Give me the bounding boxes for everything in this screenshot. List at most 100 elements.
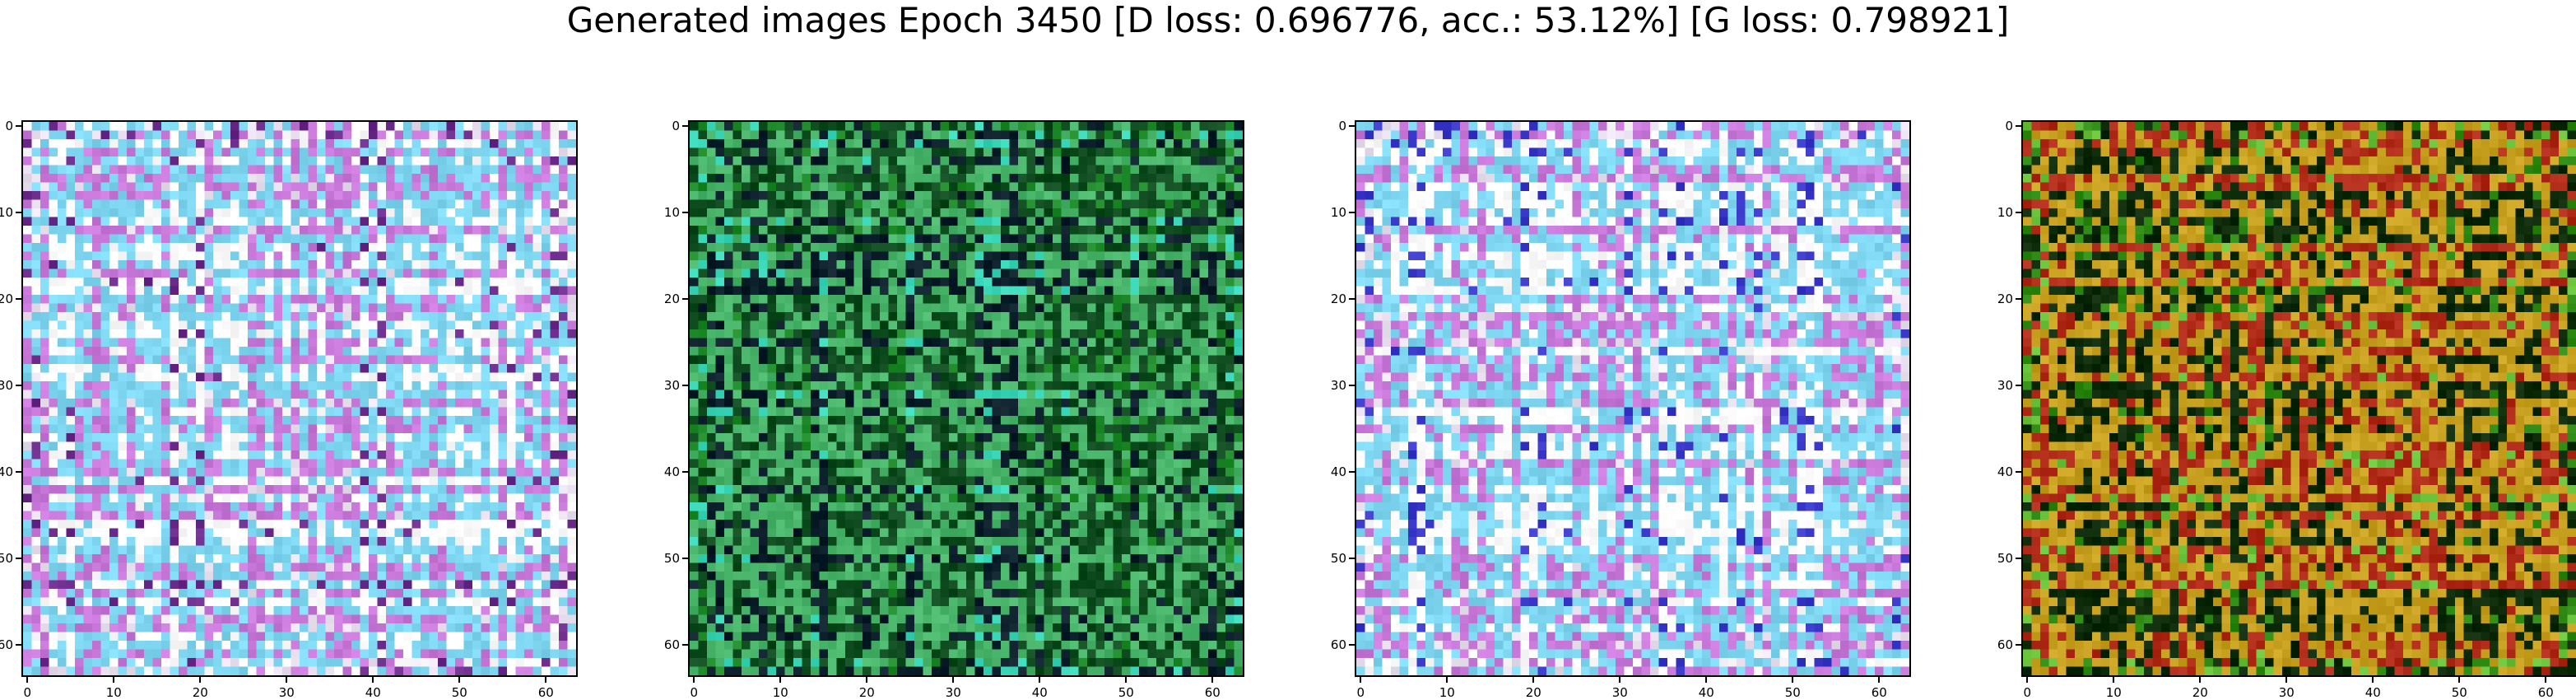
x-tick — [2199, 677, 2202, 683]
y-tick-label: 0 — [672, 119, 680, 134]
y-tick-label: 0 — [2005, 119, 2013, 134]
x-tick-label: 10 — [105, 685, 122, 700]
x-tick — [1619, 677, 1621, 683]
y-tick — [682, 385, 688, 387]
figure-title: Generated images Epoch 3450 [D loss: 0.6… — [566, 0, 2010, 40]
y-tick — [16, 125, 21, 128]
y-tick — [682, 125, 688, 128]
x-tick — [1125, 677, 1128, 683]
generated-image — [690, 122, 1243, 675]
y-tick-label: 40 — [663, 464, 680, 480]
x-tick — [1792, 677, 1794, 683]
x-tick — [113, 677, 115, 683]
y-tick — [682, 471, 688, 474]
y-tick-label: 10 — [0, 205, 13, 221]
x-tick — [545, 677, 547, 683]
x-tick-label: 60 — [1204, 685, 1221, 700]
y-tick-label: 20 — [1997, 292, 2013, 307]
y-tick-label: 50 — [1997, 551, 2013, 567]
x-tick-label: 40 — [365, 685, 381, 700]
y-tick — [1349, 125, 1355, 128]
x-tick-label: 0 — [690, 685, 699, 700]
y-tick — [2016, 125, 2021, 128]
x-tick — [199, 677, 202, 683]
image-frame — [2021, 120, 2576, 677]
x-tick-label: 50 — [2451, 685, 2467, 700]
generated-image — [23, 122, 576, 675]
y-tick — [16, 644, 21, 646]
y-tick — [16, 212, 21, 214]
x-tick — [693, 677, 695, 683]
y-tick — [682, 644, 688, 646]
subplot-1: 0 0 10 10 20 20 30 30 40 40 50 50 60 60 — [0, 119, 578, 700]
x-tick-label: 30 — [1611, 685, 1628, 700]
x-tick-label: 30 — [2278, 685, 2295, 700]
subplot-2: 0 0 10 10 20 20 30 30 40 40 50 50 60 60 — [664, 119, 1244, 700]
x-tick-label: 40 — [2364, 685, 2381, 700]
y-tick-label: 60 — [663, 637, 680, 653]
y-tick-label: 30 — [0, 378, 13, 394]
y-tick — [16, 385, 21, 387]
x-tick — [1705, 677, 1708, 683]
y-tick — [682, 298, 688, 301]
x-tick — [1360, 677, 1362, 683]
x-tick — [1878, 677, 1881, 683]
x-tick-label: 20 — [192, 685, 208, 700]
x-tick-label: 50 — [451, 685, 467, 700]
y-tick-label: 10 — [1997, 205, 2013, 221]
y-tick-label: 0 — [5, 119, 13, 134]
x-tick-label: 30 — [945, 685, 961, 700]
x-tick — [286, 677, 288, 683]
subplot-4: 0 0 10 10 20 20 30 30 40 40 50 50 60 60 — [1997, 119, 2576, 700]
y-tick-label: 20 — [1330, 292, 1346, 307]
x-tick-label: 30 — [278, 685, 295, 700]
x-tick — [2545, 677, 2547, 683]
y-tick — [2016, 385, 2021, 387]
y-tick-label: 60 — [0, 637, 13, 653]
subplot-3: 0 0 10 10 20 20 30 30 40 40 50 50 60 60 — [1331, 119, 1911, 700]
y-tick-label: 10 — [1330, 205, 1346, 221]
x-tick — [2285, 677, 2288, 683]
x-tick-label: 10 — [1439, 685, 1455, 700]
y-tick — [16, 471, 21, 474]
y-tick-label: 50 — [663, 551, 680, 567]
y-tick — [2016, 298, 2021, 301]
y-tick — [1349, 385, 1355, 387]
x-tick-label: 20 — [1525, 685, 1541, 700]
y-tick — [1349, 644, 1355, 646]
x-tick — [372, 677, 374, 683]
x-tick — [1532, 677, 1535, 683]
x-tick-label: 20 — [858, 685, 875, 700]
x-tick-label: 20 — [2192, 685, 2208, 700]
y-tick — [682, 212, 688, 214]
y-tick — [1349, 558, 1355, 560]
x-tick — [2458, 677, 2461, 683]
y-tick-label: 40 — [1330, 464, 1346, 480]
x-tick-label: 0 — [2023, 685, 2032, 700]
image-frame — [21, 120, 578, 677]
y-tick-label: 0 — [1338, 119, 1346, 134]
x-tick — [26, 677, 29, 683]
y-tick — [16, 298, 21, 301]
x-tick — [2113, 677, 2115, 683]
x-tick — [2026, 677, 2029, 683]
x-tick — [1039, 677, 1041, 683]
y-tick — [682, 558, 688, 560]
x-tick-label: 40 — [1031, 685, 1048, 700]
x-tick-label: 60 — [2537, 685, 2554, 700]
x-tick-label: 0 — [23, 685, 32, 700]
x-tick — [952, 677, 955, 683]
x-tick — [458, 677, 461, 683]
x-tick-label: 0 — [1356, 685, 1365, 700]
generated-image — [1356, 122, 1909, 675]
y-tick — [2016, 558, 2021, 560]
x-tick-label: 60 — [537, 685, 554, 700]
y-tick-label: 30 — [1330, 378, 1346, 394]
x-tick — [1446, 677, 1448, 683]
y-tick-label: 50 — [1330, 551, 1346, 567]
y-tick — [2016, 212, 2021, 214]
x-tick — [779, 677, 782, 683]
x-tick-label: 50 — [1784, 685, 1801, 700]
y-tick-label: 20 — [663, 292, 680, 307]
y-tick — [16, 558, 21, 560]
